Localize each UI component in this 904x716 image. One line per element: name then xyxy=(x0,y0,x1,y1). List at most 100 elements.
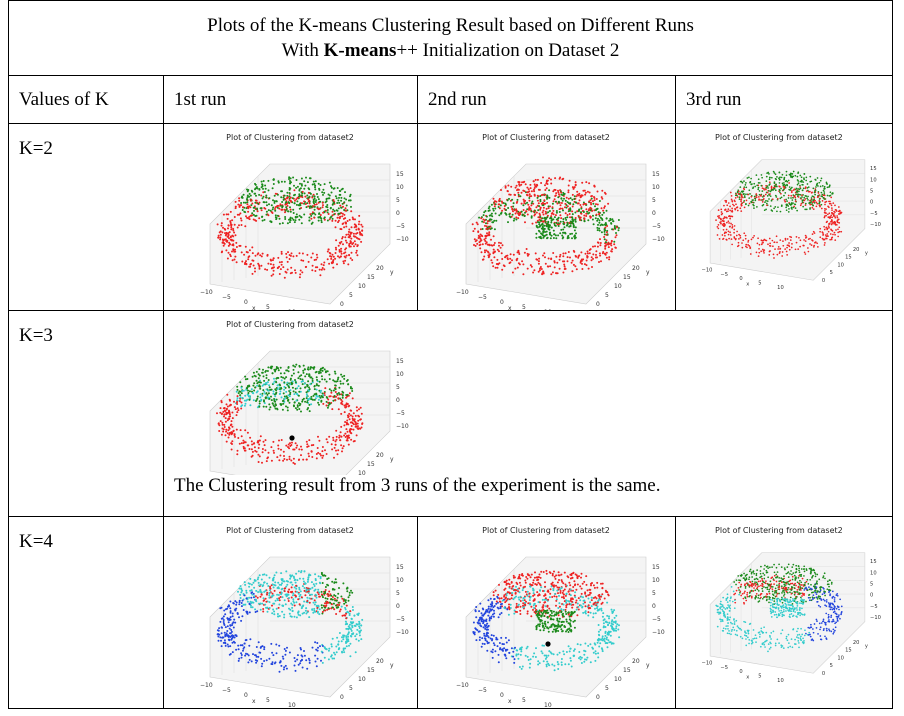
data-point xyxy=(581,262,583,265)
data-point xyxy=(300,374,303,377)
data-point xyxy=(785,250,788,253)
data-point xyxy=(226,625,229,628)
data-point xyxy=(330,598,333,601)
data-point xyxy=(237,409,240,412)
data-point xyxy=(721,234,724,236)
data-point xyxy=(557,222,560,225)
data-point xyxy=(355,249,358,252)
data-point xyxy=(797,172,799,174)
data-point xyxy=(828,212,831,215)
data-point xyxy=(734,207,736,210)
data-point xyxy=(794,174,797,177)
data-point xyxy=(298,252,301,255)
data-point xyxy=(761,176,763,179)
data-point xyxy=(786,200,788,202)
data-point xyxy=(234,408,237,411)
data-point xyxy=(280,196,283,199)
data-point xyxy=(771,210,774,212)
data-point xyxy=(308,373,311,376)
data-point xyxy=(245,597,248,600)
data-point xyxy=(246,444,249,447)
data-point xyxy=(258,405,261,408)
data-point xyxy=(254,386,257,389)
data-point xyxy=(293,202,296,205)
data-point xyxy=(280,583,283,586)
data-point xyxy=(333,608,336,611)
data-point xyxy=(595,213,598,216)
data-point xyxy=(317,219,320,222)
data-point xyxy=(290,575,293,578)
data-point xyxy=(754,185,757,188)
data-point xyxy=(278,459,281,462)
data-point xyxy=(501,268,504,271)
data-point xyxy=(259,608,262,611)
data-point xyxy=(322,366,324,369)
data-point xyxy=(356,623,359,626)
data-point xyxy=(602,612,605,615)
data-point xyxy=(729,231,731,234)
data-point xyxy=(571,237,573,240)
data-point xyxy=(250,589,253,592)
data-point xyxy=(305,612,308,615)
data-point xyxy=(289,442,291,445)
data-point xyxy=(248,611,251,614)
data-point xyxy=(781,173,784,176)
data-point xyxy=(335,599,338,602)
cell-k3: Plot of Clustering from dataset2 15 10 5 0 −5… xyxy=(162,310,894,517)
data-point xyxy=(336,453,339,456)
data-point xyxy=(539,235,542,238)
data-point xyxy=(557,196,560,199)
data-point xyxy=(572,224,575,227)
data-point xyxy=(483,255,486,258)
data-point xyxy=(227,227,229,230)
data-point xyxy=(558,267,561,270)
data-point xyxy=(263,660,266,662)
data-point xyxy=(306,383,309,386)
data-point xyxy=(316,591,319,594)
z-tick-label: 10 xyxy=(396,577,404,584)
data-point xyxy=(616,226,618,229)
data-point xyxy=(337,643,340,646)
data-point xyxy=(259,254,262,257)
x-tick-label: 5 xyxy=(266,304,270,310)
data-point xyxy=(239,585,242,588)
data-point xyxy=(337,592,340,595)
data-point xyxy=(577,202,580,205)
data-point xyxy=(300,654,303,657)
data-point xyxy=(825,208,827,211)
data-point xyxy=(346,435,349,438)
data-point xyxy=(540,182,543,184)
data-point xyxy=(346,395,349,398)
data-point xyxy=(575,268,578,271)
data-point xyxy=(558,258,561,261)
data-point xyxy=(335,197,338,200)
data-point xyxy=(782,240,784,243)
data-point xyxy=(795,191,798,193)
data-point xyxy=(559,253,562,256)
data-point xyxy=(728,222,730,224)
data-point xyxy=(269,587,272,590)
data-point xyxy=(222,641,225,644)
data-point xyxy=(335,395,338,398)
data-point xyxy=(828,226,830,229)
data-point xyxy=(223,631,226,634)
data-point xyxy=(561,580,564,583)
data-point xyxy=(340,247,343,250)
data-point xyxy=(250,583,253,586)
data-point xyxy=(344,207,347,210)
data-point xyxy=(248,603,251,606)
data-point xyxy=(755,196,757,198)
data-point xyxy=(222,213,225,216)
data-point xyxy=(222,619,225,621)
data-point xyxy=(569,256,571,259)
data-point xyxy=(224,232,226,235)
data-point xyxy=(293,657,296,659)
data-point xyxy=(220,626,223,629)
data-point xyxy=(829,194,832,197)
data-point xyxy=(814,241,817,244)
data-point xyxy=(313,585,316,587)
data-point xyxy=(330,607,333,610)
data-point xyxy=(230,629,233,631)
data-point xyxy=(257,581,260,584)
data-point xyxy=(485,624,488,627)
